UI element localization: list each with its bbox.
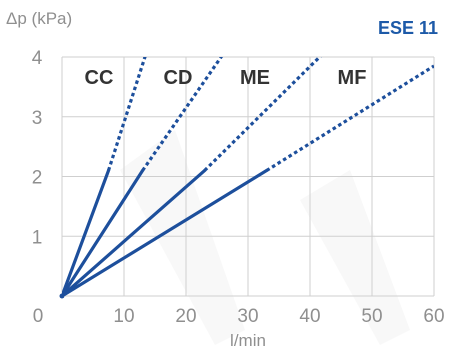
series-cd-solid bbox=[62, 168, 145, 296]
x-tick-label: 30 bbox=[237, 306, 258, 327]
origin-point bbox=[59, 293, 65, 299]
y-tick-label: 0 bbox=[33, 306, 44, 327]
y-tick-label: 3 bbox=[32, 108, 43, 129]
series-label-cc: CC bbox=[85, 67, 114, 89]
series-label-cd: CD bbox=[164, 67, 193, 89]
x-axis-label: l/min bbox=[230, 331, 266, 350]
chart-title: ESE 11 bbox=[378, 18, 438, 38]
series-mf-dashed bbox=[265, 64, 434, 172]
x-tick-label: 10 bbox=[113, 306, 134, 327]
series-cc-solid bbox=[62, 168, 111, 296]
series-label-mf: MF bbox=[338, 67, 367, 89]
watermark bbox=[120, 130, 410, 345]
x-tick-label: 60 bbox=[423, 306, 444, 327]
series-mf-solid bbox=[62, 168, 269, 296]
grid bbox=[61, 56, 435, 297]
y-axis-label: Δp (kPa) bbox=[6, 9, 72, 28]
series-me-solid bbox=[62, 168, 207, 296]
y-tick-label: 2 bbox=[32, 168, 43, 189]
y-tick-label: 1 bbox=[32, 227, 43, 248]
tick-labels: 10 20 30 40 50 60 0 1 2 3 4 bbox=[32, 48, 445, 327]
series-label-me: ME bbox=[240, 67, 270, 89]
series-me-dashed bbox=[203, 57, 322, 172]
x-tick-label: 40 bbox=[299, 306, 320, 327]
series-lines bbox=[62, 57, 434, 296]
series-cc-dashed bbox=[106, 57, 147, 172]
x-tick-label: 50 bbox=[361, 306, 382, 327]
y-tick-label: 4 bbox=[32, 48, 43, 69]
x-tick-label: 20 bbox=[175, 306, 196, 327]
